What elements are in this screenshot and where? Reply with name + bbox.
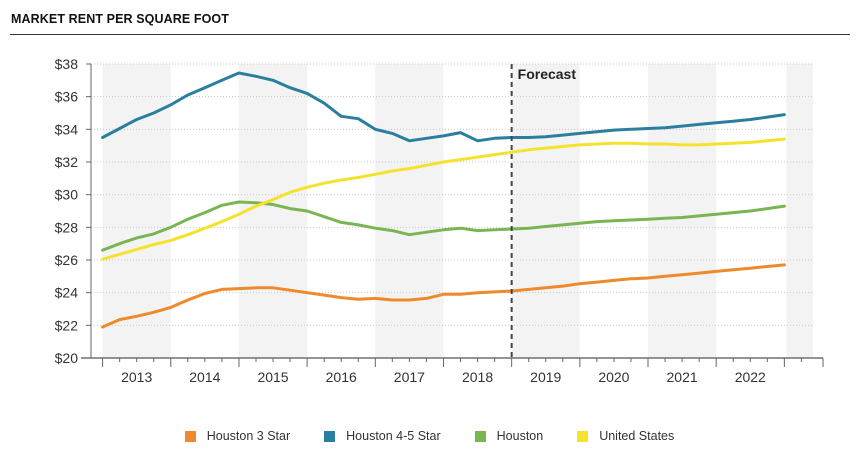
series-line-houston	[101, 200, 786, 252]
y-tick-label: $36	[55, 89, 79, 105]
legend-label: Houston	[496, 429, 544, 443]
legend-swatch	[474, 430, 486, 442]
y-tick-label: $32	[55, 154, 79, 170]
x-tick-label: 2020	[598, 369, 629, 385]
y-tick-label: $30	[55, 187, 79, 203]
y-tick-label: $24	[55, 285, 79, 301]
title-divider	[10, 34, 850, 35]
forecast-label: Forecast	[518, 66, 577, 82]
x-tick-label: 2016	[326, 369, 357, 385]
legend-label: Houston 4-5 Star	[346, 429, 441, 443]
y-axis: $20 $22 $24 $26 $28 $30 $32 $34 $36 $38	[55, 56, 92, 366]
forecast-marker: Forecast	[510, 64, 577, 358]
y-tick-label: $38	[55, 56, 79, 72]
x-tick-label: 2014	[189, 369, 220, 385]
year-band-edge	[786, 64, 813, 358]
legend-item: United States	[577, 429, 674, 443]
x-tick-label: 2019	[530, 369, 561, 385]
y-tick-label: $26	[55, 252, 79, 268]
year-band-2013	[102, 64, 171, 358]
legend-swatch	[184, 430, 196, 442]
y-tick-label: $22	[55, 317, 79, 333]
y-tick-label: $28	[55, 219, 79, 235]
legend-item: Houston 4-5 Star	[324, 429, 441, 443]
line-chart: $20$22$24$26$28$30$32$34$36$38 2013 2014 2…	[55, 56, 824, 385]
x-tick-label: 2017	[394, 369, 425, 385]
y-tick-label: $34	[55, 121, 79, 137]
x-tick-label: 2018	[462, 369, 493, 385]
x-tick-label: 2015	[257, 369, 288, 385]
y-tick-label: $20	[55, 350, 79, 366]
year-band-2017	[375, 64, 444, 358]
x-tick-label: 2021	[667, 369, 698, 385]
series-line-houston-4-5-star	[101, 71, 786, 143]
year-band-2021	[648, 64, 717, 358]
legend-item: Houston	[474, 429, 544, 443]
x-tick-label: 2013	[121, 369, 152, 385]
legend-label: United States	[599, 429, 675, 443]
legend-swatch	[324, 430, 336, 442]
legend: Houston 3 Star Houston 4-5 Star Houston Uni…	[0, 426, 859, 446]
legend-swatch	[577, 430, 589, 442]
series-lines	[101, 71, 786, 329]
year-band-2019	[511, 64, 580, 358]
year-band-2015	[238, 64, 308, 358]
x-tick-label: 2022	[735, 369, 766, 385]
series-line-houston-3-star	[101, 263, 786, 329]
grid-lines	[91, 63, 813, 326]
chart-title: MARKET RENT PER SQUARE FOOT	[11, 12, 229, 26]
legend-item: Houston 3 Star	[184, 429, 291, 443]
legend-label: Houston 3 Star	[206, 429, 291, 443]
x-axis: 2013 2014 2015 2016 2017 2018 2019 2020 2021 2022	[81, 357, 824, 385]
year-bands	[102, 64, 813, 358]
series-line-united-states	[101, 137, 786, 261]
